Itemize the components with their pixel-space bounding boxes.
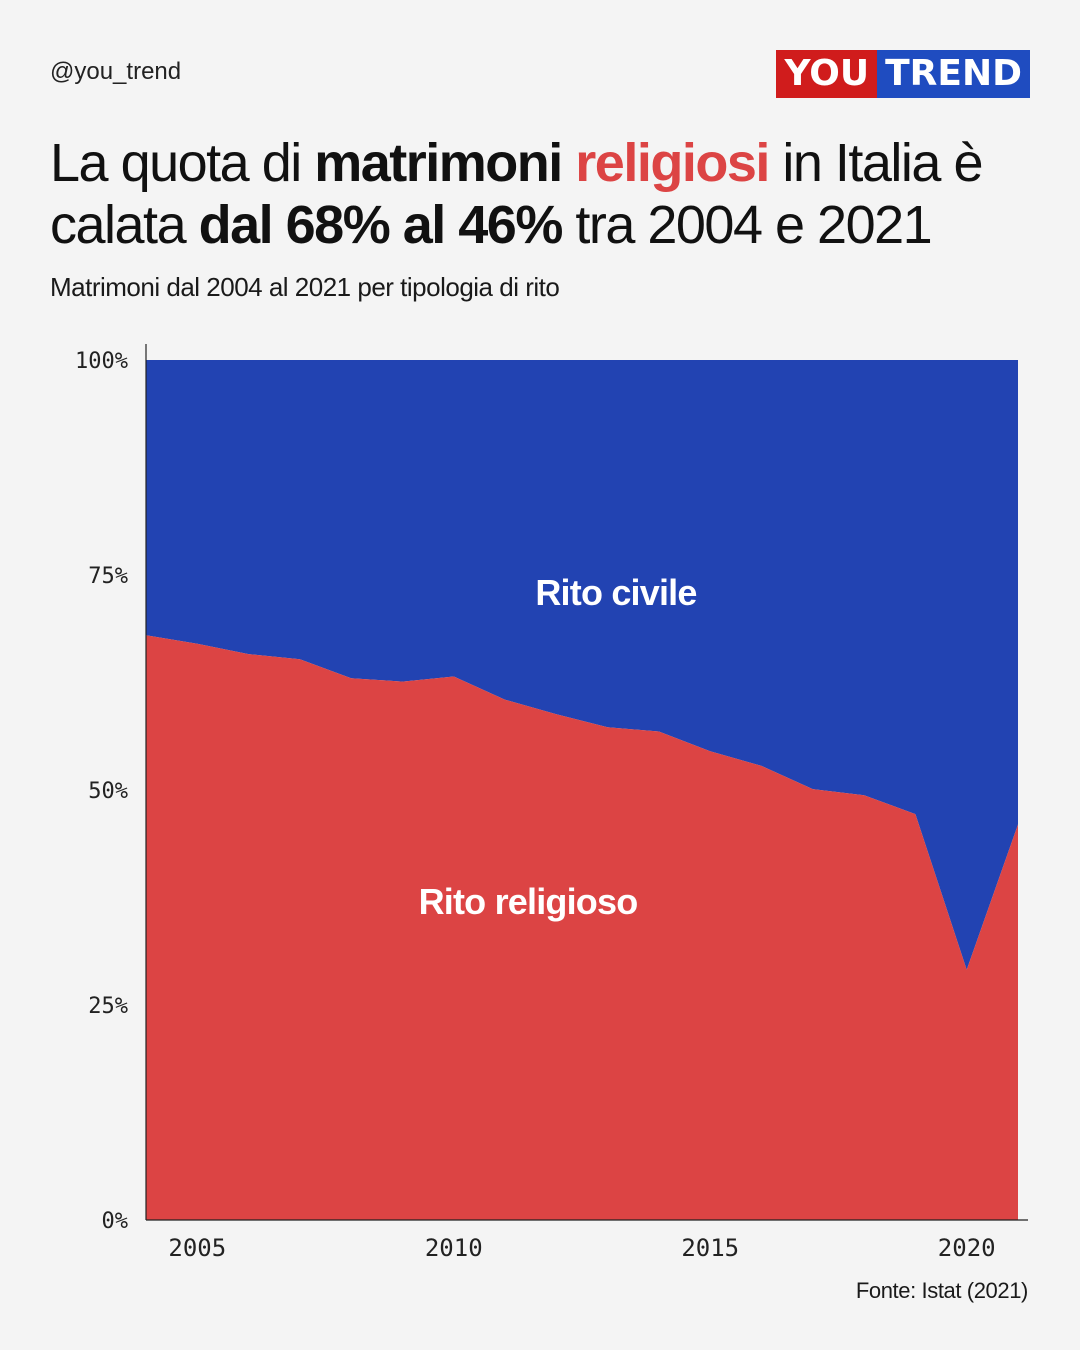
title-part2: in Italia è calata [50, 133, 984, 255]
title-part3: tra 2004 e 2021 [561, 195, 932, 255]
title-part1: La quota di [50, 133, 315, 193]
y-tick-label: 50% [88, 779, 128, 804]
title-bold2: dal 68% al 46% [198, 195, 564, 255]
chart-title: La quota di matrimoni religiosi in Itali… [50, 132, 1040, 256]
series-label-rito-religioso: Rito religioso [419, 881, 638, 922]
area-rito-civile [146, 360, 1018, 970]
logo-you: YOU [776, 50, 878, 98]
y-tick-label: 25% [88, 994, 128, 1019]
source-note: Fonte: Istat (2021) [855, 1278, 1029, 1303]
y-tick-label: 100% [75, 349, 128, 374]
x-tick-label: 2010 [425, 1234, 483, 1262]
x-tick-label: 2015 [681, 1234, 739, 1262]
youtrend-logo: YOU TREND [776, 50, 1030, 98]
logo-trend: TREND [877, 50, 1030, 98]
series-label-rito-civile: Rito civile [535, 572, 696, 613]
area-rito-religioso [146, 635, 1018, 1220]
social-handle: @you_trend [50, 58, 182, 85]
title-bold1: matrimoni [314, 133, 563, 193]
y-tick-label: 75% [88, 564, 128, 589]
y-tick-label: 0% [102, 1209, 129, 1234]
title-highlight: religiosi [575, 133, 770, 193]
chart-subtitle: Matrimoni dal 2004 al 2021 per tipologia… [50, 272, 560, 302]
x-tick-label: 2020 [938, 1234, 996, 1262]
x-tick-label: 2005 [168, 1234, 226, 1262]
